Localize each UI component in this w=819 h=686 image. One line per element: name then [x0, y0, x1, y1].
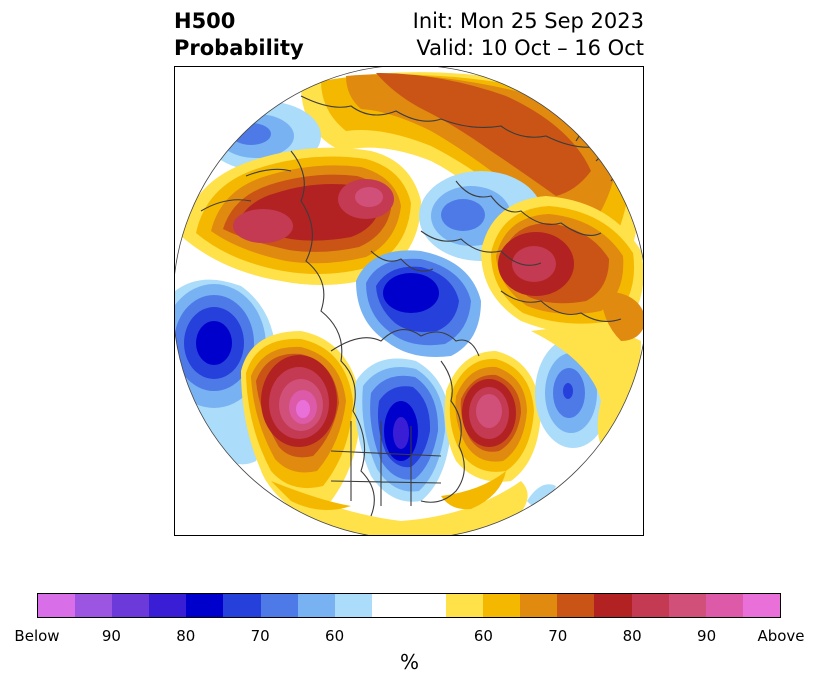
colorbar-segment-neutral — [371, 594, 447, 617]
colorbar-tick-8: 90 — [697, 627, 717, 645]
map-title: H500 Probability — [174, 8, 304, 62]
colorbar-unit-label: % — [399, 650, 419, 674]
colorbar-tick-2: 80 — [176, 627, 196, 645]
anomaly-high-west-siberia — [481, 196, 643, 335]
colorbar-segment-above-7 — [705, 594, 743, 617]
colorbar-segment-above-3 — [557, 594, 595, 617]
colorbar-tick-3: 70 — [250, 627, 270, 645]
colorbar-ticks: Below 90 80 70 60 60 70 80 90 Above — [0, 627, 819, 647]
colorbar-segment-below-0 — [38, 594, 76, 617]
colorbar-tick-1: 90 — [101, 627, 121, 645]
colorbar-segment-below-1 — [75, 594, 113, 617]
anomaly-field — [175, 67, 643, 535]
title-line-1: H500 — [174, 9, 236, 33]
polar-map-svg — [175, 67, 643, 535]
anomaly-low-canada-arctic — [356, 250, 481, 357]
colorbar-tick-5: 60 — [473, 627, 493, 645]
colorbar-segment-below-8 — [334, 594, 372, 617]
colorbar-segment-below-2 — [112, 594, 150, 617]
colorbar-segment-below-5 — [223, 594, 261, 617]
anomaly-high-europe — [181, 147, 421, 285]
anomaly-high-northwest-atlantic — [444, 351, 541, 482]
colorbar-segment-above-0 — [446, 594, 484, 617]
anomaly-low-north-atlantic — [535, 338, 611, 448]
probability-map — [174, 66, 644, 536]
colorbar-segment-below-7 — [297, 594, 335, 617]
anomaly-southern-edge — [261, 471, 528, 535]
colorbar-segment-below-3 — [149, 594, 187, 617]
valid-date-range: Valid: 10 Oct – 16 Oct — [416, 36, 644, 60]
init-date: Init: Mon 25 Sep 2023 — [412, 9, 644, 33]
colorbar-segment-above-5 — [631, 594, 669, 617]
colorbar-segment-above-1 — [483, 594, 521, 617]
colorbar-tick-6: 70 — [548, 627, 568, 645]
colorbar-segment-above-4 — [594, 594, 632, 617]
colorbar-segment-above-6 — [668, 594, 706, 617]
colorbar-segment-below-6 — [260, 594, 298, 617]
colorbar-segment-above-2 — [520, 594, 558, 617]
coastlines — [200, 95, 642, 517]
colorbar-tick-9: Above — [757, 627, 805, 645]
colorbar-tick-0: Below — [14, 627, 60, 645]
colorbar-segment-below-4 — [186, 594, 224, 617]
colorbar-tick-4: 60 — [325, 627, 345, 645]
colorbar — [37, 593, 781, 618]
colorbar-segment-above-8 — [742, 594, 780, 617]
anomaly-high-western-canada — [241, 331, 361, 504]
title-line-2: Probability — [174, 36, 304, 60]
date-info: Init: Mon 25 Sep 2023 Valid: 10 Oct – 16… — [413, 8, 644, 62]
colorbar-tick-7: 80 — [622, 627, 642, 645]
